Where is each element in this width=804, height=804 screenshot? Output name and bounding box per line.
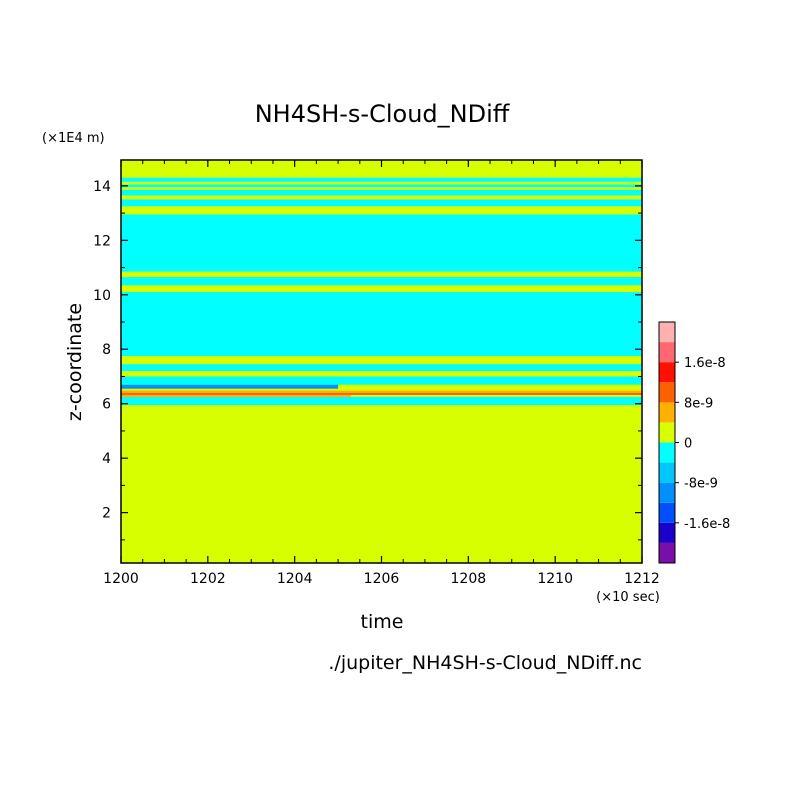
colorbar-segment — [659, 322, 675, 343]
x-tick-label: 1200 — [103, 571, 139, 587]
colorbar-segment — [659, 442, 675, 463]
colorbar-segment — [659, 362, 675, 383]
contour-band — [121, 177, 642, 182]
y-axis-ticks: 2 4 6 8 10 12 14 — [93, 179, 642, 541]
contour-band — [121, 390, 642, 393]
x-tick-label: 1208 — [451, 571, 487, 587]
plot-frame — [120, 159, 643, 564]
y-tick-label: 10 — [93, 288, 111, 304]
x-tick-label: 1210 — [537, 571, 573, 587]
x-axis-label: time — [361, 611, 404, 633]
y-tick-label: 12 — [93, 233, 111, 249]
x-tick-label: 1206 — [364, 571, 400, 587]
contour-band — [121, 394, 352, 397]
colorbar-label: 0 — [684, 437, 692, 452]
source-file-label: ./jupiter_NH4SH-s-Cloud_NDiff.nc — [328, 652, 642, 674]
x-tick-label: 1202 — [190, 571, 226, 587]
y-axis-unit: (×1E4 m) — [42, 131, 105, 146]
y-tick-label: 6 — [102, 397, 111, 413]
colorbar-label: -8e-9 — [684, 477, 718, 492]
colorbar-segment — [659, 462, 675, 483]
contour-band — [121, 199, 642, 207]
colorbar-segment — [659, 522, 675, 543]
x-tick-label: 1212 — [624, 571, 660, 587]
colorbar-label: 1.6e-8 — [684, 356, 726, 371]
contour-field — [121, 160, 642, 563]
contour-band — [121, 184, 642, 188]
colorbar-segment — [659, 502, 675, 523]
colorbar-segment — [659, 482, 675, 503]
x-tick-label: 1204 — [277, 571, 313, 587]
contour-band — [121, 376, 642, 385]
chart-title: NH4SH-s-Cloud_NDiff — [255, 100, 510, 128]
contour-band — [121, 392, 642, 395]
colorbar: 1.6e-8 8e-9 0 -8e-9 -1.6e-8 — [658, 321, 730, 564]
contour-band — [121, 277, 642, 286]
contour-band — [121, 292, 642, 357]
contour-band — [121, 364, 642, 372]
y-tick-label: 8 — [102, 342, 111, 358]
colorbar-segment — [659, 542, 675, 563]
y-tick-label: 4 — [102, 451, 111, 467]
colorbar-segment — [659, 342, 675, 363]
y-tick-label: 14 — [93, 179, 111, 195]
y-axis-label: z-coordinate — [64, 303, 86, 421]
x-axis-unit: (×10 sec) — [596, 590, 660, 605]
contour-band — [121, 214, 642, 272]
contour-band — [121, 189, 642, 196]
colorbar-segment — [659, 382, 675, 403]
colorbar-segment — [659, 422, 675, 443]
contour-band — [121, 396, 642, 406]
x-axis-ticks: 1200 1202 1204 1206 1208 1210 1212 — [103, 160, 660, 587]
colorbar-label: -1.6e-8 — [684, 517, 730, 532]
y-tick-label: 2 — [102, 506, 111, 522]
colorbar-label: 8e-9 — [684, 396, 713, 411]
contour-band — [121, 384, 339, 389]
colorbar-segment — [659, 402, 675, 423]
